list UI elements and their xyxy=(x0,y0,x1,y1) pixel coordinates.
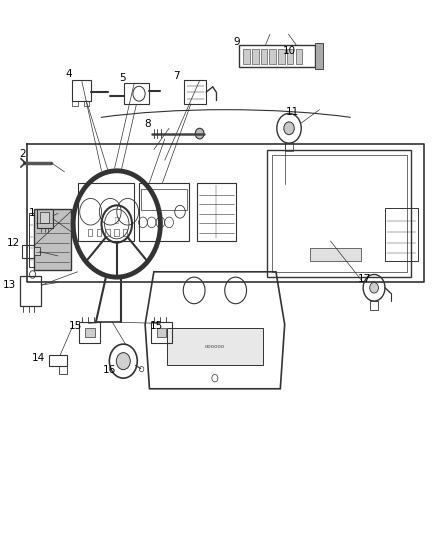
Circle shape xyxy=(195,128,204,139)
Text: 7: 7 xyxy=(173,71,180,81)
Bar xyxy=(138,182,189,241)
Bar xyxy=(296,49,302,64)
Bar xyxy=(34,209,71,270)
Text: 13: 13 xyxy=(3,280,16,290)
Bar xyxy=(269,49,276,64)
Text: 15: 15 xyxy=(69,321,82,331)
Text: 11: 11 xyxy=(286,107,299,117)
Text: ॐ: ॐ xyxy=(115,216,119,223)
Bar xyxy=(40,212,49,223)
Text: 2: 2 xyxy=(20,149,26,159)
Text: 8: 8 xyxy=(144,119,151,129)
Bar xyxy=(197,182,236,241)
Bar xyxy=(239,45,315,67)
Bar xyxy=(37,209,53,228)
Text: 5: 5 xyxy=(119,73,125,83)
Bar xyxy=(385,208,418,261)
Text: 9: 9 xyxy=(233,37,240,47)
Bar xyxy=(28,213,34,266)
Bar xyxy=(151,322,172,343)
Bar xyxy=(72,80,92,101)
Text: 17: 17 xyxy=(357,274,371,284)
Bar xyxy=(311,248,361,261)
Text: 4: 4 xyxy=(66,69,72,79)
Bar xyxy=(97,229,101,236)
Bar xyxy=(287,49,293,64)
Circle shape xyxy=(117,353,130,369)
Text: 16: 16 xyxy=(103,365,116,375)
Bar xyxy=(78,182,134,241)
Bar xyxy=(267,150,411,277)
Bar xyxy=(22,245,34,258)
Bar xyxy=(49,356,67,366)
Bar xyxy=(106,229,110,236)
Bar xyxy=(141,189,187,210)
Bar xyxy=(84,101,89,106)
Bar xyxy=(34,247,40,255)
Text: 1: 1 xyxy=(28,208,35,219)
Text: 15: 15 xyxy=(149,321,162,331)
Bar xyxy=(114,229,119,236)
Text: 12: 12 xyxy=(7,238,20,247)
Bar xyxy=(124,83,148,104)
Circle shape xyxy=(284,122,294,135)
Bar xyxy=(315,43,323,69)
Bar xyxy=(59,366,67,374)
Bar xyxy=(252,49,258,64)
Text: 10: 10 xyxy=(283,46,296,55)
Bar xyxy=(157,328,166,337)
Bar xyxy=(79,322,100,343)
Bar xyxy=(167,328,263,365)
Bar xyxy=(88,229,92,236)
Bar xyxy=(72,101,78,106)
Text: oooooo: oooooo xyxy=(205,344,225,349)
Bar xyxy=(261,49,267,64)
Text: 14: 14 xyxy=(32,353,45,363)
Bar xyxy=(370,301,378,310)
Bar xyxy=(184,80,206,104)
Bar xyxy=(21,276,41,306)
Bar xyxy=(123,229,127,236)
Bar xyxy=(285,143,293,151)
Bar xyxy=(272,155,407,272)
Circle shape xyxy=(370,282,378,293)
Bar xyxy=(243,49,250,64)
Bar xyxy=(278,49,285,64)
Bar xyxy=(85,328,95,337)
